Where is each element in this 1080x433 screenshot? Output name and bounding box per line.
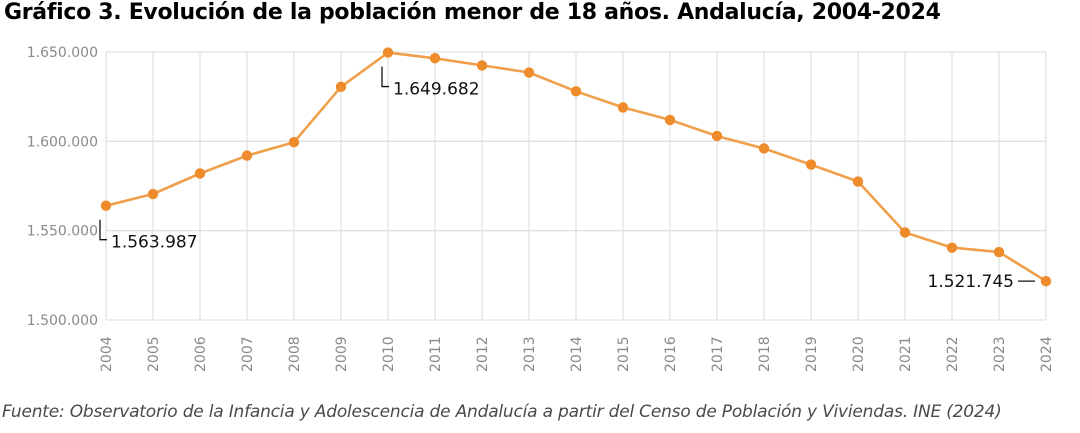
x-tick-label: 2016 [663, 336, 679, 372]
data-point-2022 [946, 242, 958, 253]
x-tick-label: 2012 [475, 336, 491, 372]
x-tick-label: 2014 [569, 336, 585, 372]
x-tick-label: 2009 [334, 336, 350, 372]
data-point-2005 [147, 188, 159, 200]
data-point-2004 [100, 200, 112, 211]
chart-title: Gráfico 3. Evolución de la población men… [4, 0, 941, 25]
annotation-leader [99, 219, 107, 241]
x-tick-label: 2019 [804, 336, 820, 372]
data-point-2021 [899, 227, 911, 238]
data-point-2019 [805, 159, 817, 170]
data-point-2010 [382, 47, 394, 58]
x-tick-label: 2007 [240, 336, 256, 372]
x-tick-label: 2013 [522, 336, 538, 372]
data-point-2013 [523, 67, 535, 78]
x-tick-label: 2023 [992, 336, 1008, 372]
data-point-2015 [617, 102, 629, 113]
x-tick-label: 2021 [898, 336, 914, 372]
y-tick-label: 1.600.000 [27, 134, 98, 150]
x-tick-label: 2022 [945, 336, 961, 372]
x-tick-label: 2024 [1039, 336, 1055, 372]
data-point-2024 [1040, 275, 1052, 287]
y-tick-label: 1.650.000 [27, 45, 98, 61]
source-note: Fuente: Observatorio de la Infancia y Ad… [2, 402, 1002, 422]
data-point-layer [100, 47, 1052, 287]
x-tick-label: 2006 [193, 336, 209, 372]
x-tick-label: 2005 [146, 336, 162, 372]
data-point-2017 [711, 130, 723, 142]
x-tick-label: 2004 [99, 336, 115, 372]
annotation-label: 1.563.987 [111, 233, 198, 253]
line-chart: 1.500.000 1.550.000 1.600.000 1.650.000 200… [27, 45, 1055, 372]
x-tick-label: 2010 [381, 336, 397, 372]
data-point-2008 [288, 137, 300, 148]
x-tick-label: 2015 [616, 336, 632, 372]
data-point-2023 [993, 246, 1005, 258]
x-tick-label: 2008 [287, 336, 303, 372]
data-point-2020 [852, 176, 864, 187]
x-tick-label: 2011 [428, 336, 444, 372]
data-point-2009 [335, 81, 347, 93]
data-point-2016 [664, 114, 676, 126]
data-point-2014 [570, 86, 582, 97]
x-tick-label: 2018 [757, 336, 773, 372]
y-axis-ticks: 1.500.000 1.550.000 1.600.000 1.650.000 [27, 45, 98, 329]
annotation-label: 1.521.745 [927, 272, 1014, 292]
data-point-2006 [194, 168, 206, 179]
x-axis-ticks: 2004 2005 2006 2007 2008 2009 2010 2011 2012 2013… [99, 336, 1055, 372]
data-point-2018 [758, 143, 770, 154]
annotation-layer: 1.563.987 1.649.682 1.521.745 [99, 66, 1035, 292]
y-tick-label: 1.550.000 [27, 224, 98, 240]
y-tick-label: 1.500.000 [27, 313, 98, 329]
data-point-2012 [476, 60, 488, 71]
grid-lines [105, 51, 1047, 321]
data-point-2007 [241, 150, 253, 161]
data-point-2011 [429, 53, 441, 64]
x-tick-label: 2017 [710, 336, 726, 372]
annotation-label: 1.649.682 [393, 80, 480, 100]
x-tick-label: 2020 [851, 336, 867, 372]
annotation-leader [381, 66, 389, 88]
